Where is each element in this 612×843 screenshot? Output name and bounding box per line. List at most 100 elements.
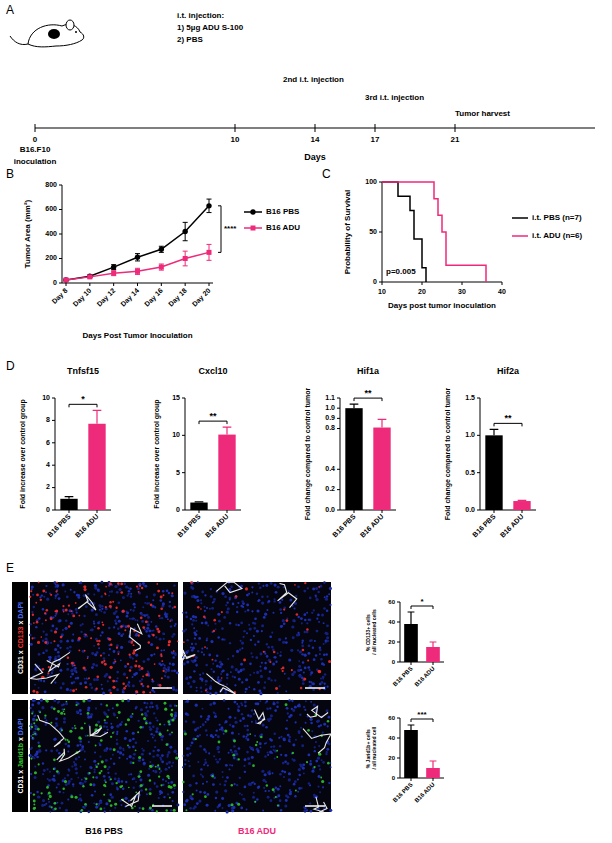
nucleus	[274, 679, 276, 681]
nucleus	[93, 622, 95, 624]
y-axis	[400, 602, 401, 662]
marker-positive-cell	[143, 717, 146, 720]
nucleus	[156, 708, 158, 710]
timeline-tick	[315, 124, 316, 132]
marker-positive-cell	[138, 634, 140, 636]
nucleus	[168, 766, 170, 768]
y-tick-label: 0.4	[325, 465, 335, 472]
nucleus	[282, 619, 285, 622]
nucleus	[245, 688, 248, 691]
nucleus	[40, 680, 42, 682]
marker-positive-cell	[148, 641, 150, 643]
nucleus	[71, 639, 74, 642]
nucleus	[84, 751, 86, 753]
nucleus	[237, 602, 239, 604]
marker-positive-cell	[176, 705, 178, 707]
nucleus	[249, 663, 252, 666]
y-tick-label: 1.0	[465, 431, 475, 438]
nucleus	[110, 793, 113, 796]
nucleus	[55, 628, 58, 631]
error-bar	[159, 246, 164, 252]
nucleus	[141, 678, 143, 680]
nucleus	[163, 638, 165, 640]
nucleus	[67, 799, 69, 801]
nucleus	[227, 602, 229, 604]
nucleus	[139, 807, 141, 809]
marker-positive-cell	[168, 644, 171, 647]
x-tick-label: 30	[458, 288, 466, 295]
nucleus	[221, 592, 224, 595]
nucleus	[229, 716, 232, 719]
plot-area	[190, 427, 235, 510]
nucleus	[292, 619, 295, 622]
nucleus	[165, 768, 168, 771]
nucleus	[161, 735, 164, 738]
nucleus	[119, 800, 121, 802]
nucleus	[132, 684, 135, 687]
nucleus	[269, 635, 272, 638]
nucleus	[45, 649, 48, 652]
nucleus	[200, 686, 203, 689]
nucleus	[267, 796, 270, 799]
x-tick	[502, 282, 503, 285]
nucleus	[142, 749, 144, 751]
marker-positive-cell	[138, 756, 141, 759]
y-tick-label: 0.2	[325, 485, 335, 492]
nucleus	[226, 611, 229, 614]
nucleus	[205, 684, 207, 686]
nucleus	[304, 709, 306, 711]
nucleus	[125, 625, 128, 628]
row-label-part: x	[17, 619, 24, 627]
nucleus	[67, 782, 70, 785]
nucleus	[31, 737, 34, 740]
nucleus	[273, 656, 275, 658]
axis-label: Days	[304, 152, 326, 162]
marker-positive-cell	[81, 809, 84, 812]
nucleus	[286, 707, 289, 710]
nucleus	[38, 687, 40, 689]
y-tick	[182, 472, 185, 473]
nucleus	[234, 596, 237, 599]
nucleus	[196, 599, 199, 602]
mouse-body	[28, 24, 84, 47]
nucleus	[245, 678, 248, 681]
nucleus	[219, 728, 221, 730]
nucleus	[151, 630, 153, 632]
nucleus	[251, 656, 253, 658]
nucleus	[59, 647, 61, 649]
marker-positive-cell	[40, 599, 42, 601]
nucleus	[164, 671, 167, 674]
nucleus	[185, 612, 187, 614]
nucleus	[222, 670, 225, 673]
marker-positive-cell	[96, 675, 99, 678]
marker-positive-cell	[75, 602, 77, 604]
marker-positive-cell	[88, 772, 90, 774]
nucleus	[255, 656, 258, 659]
marker-positive-cell	[70, 795, 73, 798]
nucleus	[53, 767, 56, 770]
nucleus	[113, 714, 116, 717]
marker-positive-cell	[38, 581, 40, 583]
y-tick	[397, 718, 400, 719]
marker-positive-cell	[64, 713, 66, 715]
nucleus	[260, 653, 263, 656]
nucleus	[167, 754, 169, 756]
nucleus	[155, 717, 157, 719]
nucleus	[56, 584, 59, 587]
nucleus	[121, 804, 123, 806]
nucleus	[132, 676, 134, 678]
marker-positive-cell	[127, 625, 130, 628]
nucleus	[201, 651, 203, 653]
nucleus	[315, 587, 318, 590]
marker-positive-cell	[87, 712, 90, 715]
nucleus	[133, 753, 136, 756]
nucleus	[59, 669, 62, 672]
nucleus	[166, 743, 169, 746]
nucleus	[139, 778, 142, 781]
nucleus	[146, 702, 148, 704]
marker-positive-cell	[99, 807, 102, 810]
marker-positive-cell	[300, 687, 303, 690]
nucleus	[140, 613, 142, 615]
nucleus	[119, 723, 122, 726]
nucleus	[143, 614, 146, 617]
